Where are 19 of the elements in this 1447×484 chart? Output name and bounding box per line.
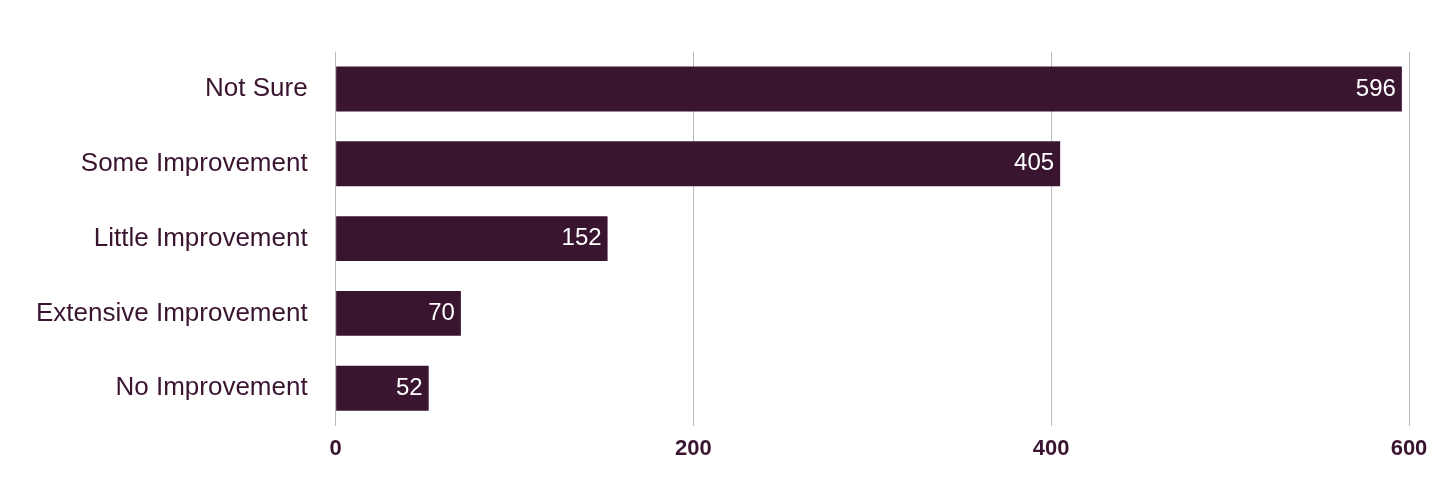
bar [336,141,1061,187]
data-label: 152 [561,223,602,251]
x-tick-label: 0 [329,434,342,460]
y-tick-label: Extensive Improvement [36,296,309,327]
y-tick-label: Some Improvement [80,146,309,177]
bar [336,66,1402,112]
data-label: 596 [1355,73,1396,101]
y-tick-label: Not Sure [205,72,308,103]
data-label: 405 [1014,148,1055,176]
data-label: 52 [395,372,423,400]
bar [336,365,429,411]
x-tick-label: 600 [1390,434,1428,460]
x-tick-label: 200 [675,434,712,460]
y-tick-label: Little Improvement [93,221,309,252]
x-tick-label: 400 [1032,434,1070,460]
bar [336,216,608,262]
data-label: 70 [428,298,455,326]
bar [336,290,461,336]
y-tick-label: No Improvement [115,371,309,402]
